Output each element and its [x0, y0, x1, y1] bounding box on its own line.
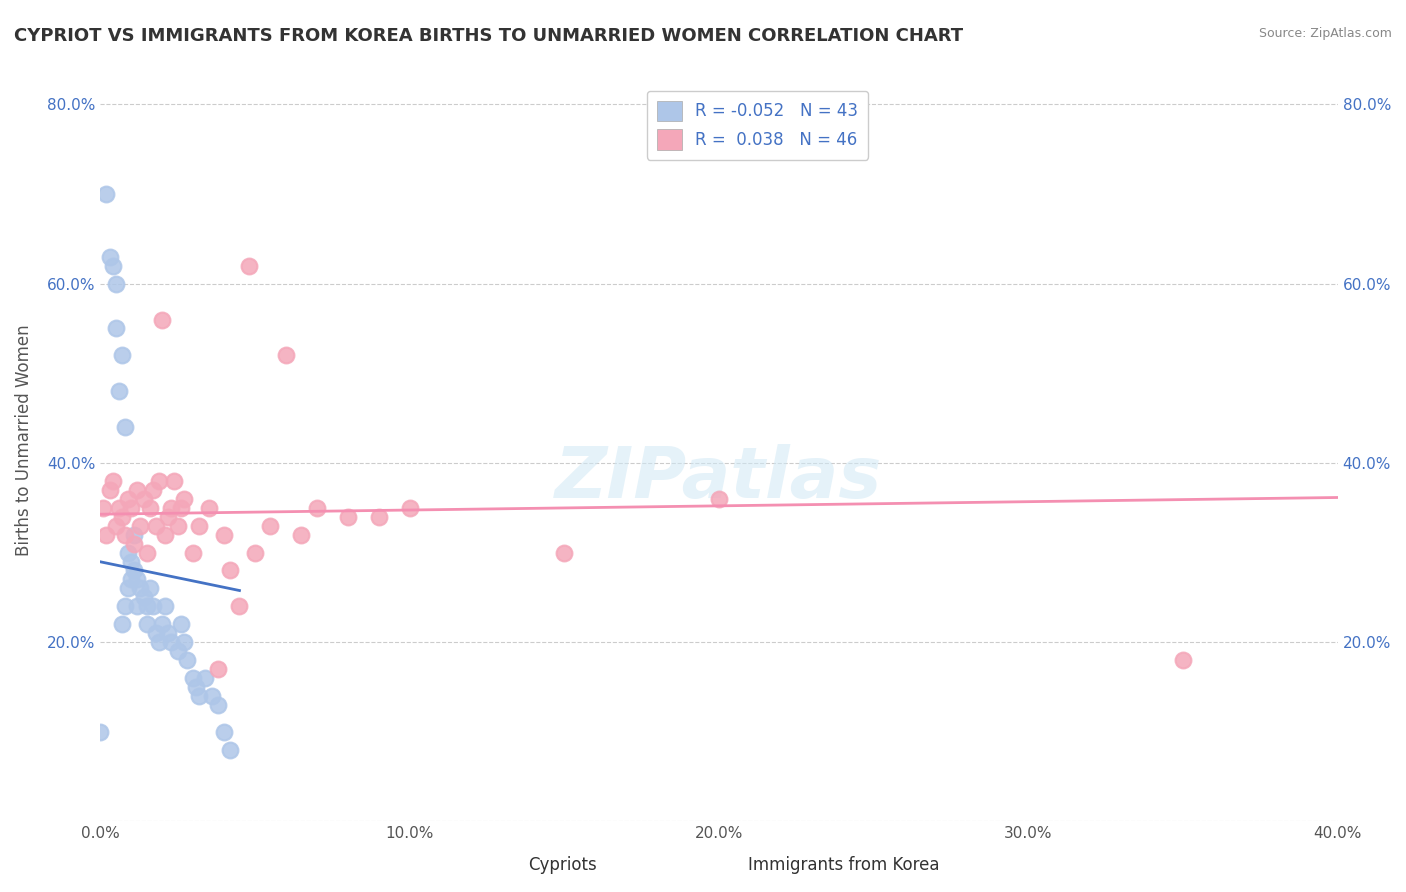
Point: [212, 527, 235, 541]
Point: [111, 348, 134, 362]
Point: [124, 536, 146, 550]
Point: [170, 617, 193, 632]
Point: [135, 545, 157, 559]
Point: [259, 518, 281, 533]
Text: ZIPatlas: ZIPatlas: [555, 444, 883, 513]
Point: [707, 491, 730, 506]
Text: CYPRIOT VS IMMIGRANTS FROM KOREA BIRTHS TO UNMARRIED WOMEN CORRELATION CHART: CYPRIOT VS IMMIGRANTS FROM KOREA BIRTHS …: [14, 27, 963, 45]
Point: [553, 545, 575, 559]
Point: [111, 509, 134, 524]
Point: [108, 384, 131, 399]
Point: [127, 573, 149, 587]
Point: [173, 635, 195, 649]
Point: [188, 689, 211, 703]
Point: [157, 509, 180, 524]
Point: [117, 582, 139, 596]
Point: [129, 518, 152, 533]
Point: [290, 527, 312, 541]
Point: [132, 591, 155, 605]
Point: [145, 518, 167, 533]
Point: [120, 500, 142, 515]
Point: [117, 491, 139, 506]
Point: [207, 698, 229, 712]
Point: [98, 483, 121, 497]
Point: [150, 617, 173, 632]
Point: [176, 653, 198, 667]
Point: [124, 527, 146, 541]
Point: [127, 599, 149, 614]
Point: [170, 500, 193, 515]
Point: [108, 500, 131, 515]
Point: [96, 187, 118, 202]
Point: [98, 250, 121, 264]
Point: [166, 518, 188, 533]
Point: [305, 500, 328, 515]
Point: [114, 527, 136, 541]
Y-axis label: Births to Unmarried Women: Births to Unmarried Women: [15, 325, 32, 557]
Point: [135, 599, 157, 614]
Point: [212, 724, 235, 739]
Point: [114, 599, 136, 614]
Point: [145, 626, 167, 640]
Point: [148, 474, 170, 488]
Point: [132, 491, 155, 506]
Point: [142, 599, 165, 614]
Point: [274, 348, 297, 362]
Point: [219, 743, 242, 757]
Point: [163, 474, 186, 488]
Point: [201, 689, 224, 703]
Point: [120, 555, 142, 569]
Point: [188, 518, 211, 533]
Point: [243, 545, 266, 559]
Legend: R = -0.052   N = 43, R =  0.038   N = 46: R = -0.052 N = 43, R = 0.038 N = 46: [647, 91, 868, 160]
Text: Source: ZipAtlas.com: Source: ZipAtlas.com: [1258, 27, 1392, 40]
Point: [150, 312, 173, 326]
Point: [181, 545, 204, 559]
Point: [1171, 653, 1194, 667]
Point: [142, 483, 165, 497]
Point: [160, 500, 183, 515]
Point: [181, 671, 204, 685]
Point: [120, 573, 142, 587]
Point: [367, 509, 389, 524]
Point: [194, 671, 217, 685]
Point: [155, 599, 177, 614]
Point: [197, 500, 219, 515]
Point: [96, 527, 118, 541]
Text: Cypriots: Cypriots: [529, 856, 596, 874]
Point: [129, 582, 152, 596]
Point: [104, 277, 127, 291]
Point: [104, 321, 127, 335]
Point: [186, 680, 208, 694]
Point: [135, 617, 157, 632]
Point: [148, 635, 170, 649]
Point: [114, 420, 136, 434]
Text: Immigrants from Korea: Immigrants from Korea: [748, 856, 939, 874]
Point: [111, 617, 134, 632]
Point: [398, 500, 420, 515]
Point: [101, 474, 124, 488]
Point: [238, 259, 260, 273]
Point: [104, 518, 127, 533]
Point: [157, 626, 180, 640]
Point: [173, 491, 195, 506]
Point: [101, 259, 124, 273]
Point: [124, 564, 146, 578]
Point: [336, 509, 359, 524]
Point: [160, 635, 183, 649]
Point: [93, 500, 115, 515]
Point: [228, 599, 250, 614]
Point: [117, 545, 139, 559]
Point: [155, 527, 177, 541]
Point: [139, 500, 162, 515]
Point: [207, 662, 229, 676]
Point: [127, 483, 149, 497]
Point: [89, 724, 111, 739]
Point: [219, 564, 242, 578]
Point: [166, 644, 188, 658]
Point: [139, 582, 162, 596]
